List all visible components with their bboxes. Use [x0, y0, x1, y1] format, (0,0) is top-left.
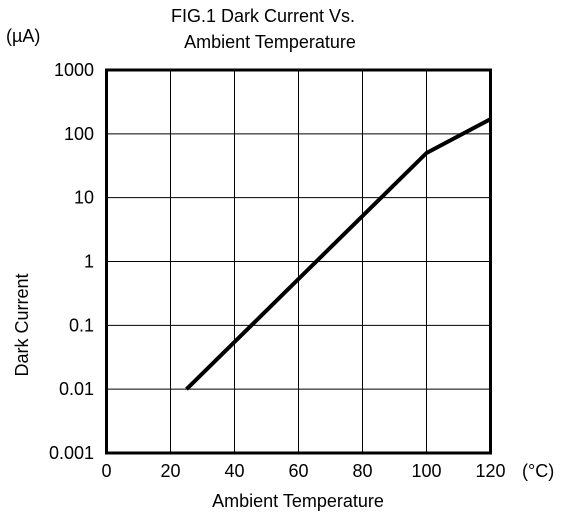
- x-tick-label: 60: [288, 461, 308, 481]
- y-tick-label: 0.1: [69, 315, 94, 335]
- y-tick-label: 1000: [54, 60, 94, 80]
- x-tick-label: 80: [352, 461, 372, 481]
- grid: [106, 70, 491, 453]
- x-tick-label: 40: [224, 461, 244, 481]
- chart-title-line1: FIG.1 Dark Current Vs.: [171, 6, 355, 26]
- chart-title-line2: Ambient Temperature: [184, 32, 356, 52]
- x-tick-label: 0: [101, 461, 111, 481]
- y-tick-label: 0.01: [59, 379, 94, 399]
- x-tick-label: 100: [411, 461, 441, 481]
- y-tick-label: 1: [84, 252, 94, 272]
- y-axis-label: Dark Current: [12, 273, 32, 376]
- y-tick-label: 100: [64, 124, 94, 144]
- tick-labels: 0 20 40 60 80 100 120 0.001 0.01 0.1 1 10 100 1000: [49, 60, 506, 481]
- x-tick-label: 20: [160, 461, 180, 481]
- x-axis-label: Ambient Temperature: [212, 491, 384, 511]
- x-tick-label: 120: [475, 461, 505, 481]
- y-tick-label: 10: [74, 188, 94, 208]
- series-layer: [185, 117, 492, 391]
- plot-frame: [105, 68, 492, 455]
- y-tick-label: 0.001: [49, 443, 94, 463]
- y-unit-label: (µA): [6, 26, 40, 46]
- x-unit-label: (°C): [522, 461, 554, 481]
- dark-current-series-line: [185, 117, 492, 391]
